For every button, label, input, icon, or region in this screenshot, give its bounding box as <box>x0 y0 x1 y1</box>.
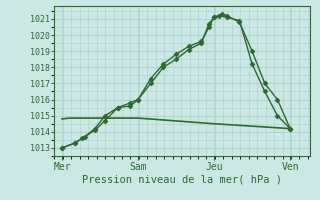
X-axis label: Pression niveau de la mer( hPa ): Pression niveau de la mer( hPa ) <box>82 174 282 184</box>
